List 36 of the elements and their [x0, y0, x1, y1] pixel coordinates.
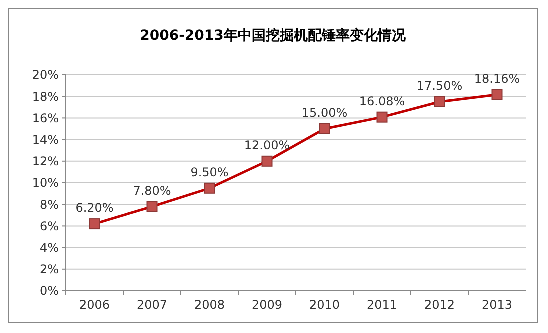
- y-tick-label: 12%: [32, 154, 59, 169]
- x-tick-label: 2012: [424, 298, 456, 312]
- y-tick-label: 4%: [40, 241, 59, 255]
- y-tick-label: 2%: [40, 262, 59, 277]
- y-tick-label: 16%: [32, 111, 59, 126]
- x-tick-label: 2006: [79, 298, 110, 312]
- data-label: 12.00%: [244, 138, 290, 152]
- data-label: 17.50%: [416, 79, 463, 93]
- point: [492, 89, 503, 100]
- chart-title: 2006-2013年中国挖掘机配锤率变化情况: [140, 27, 407, 44]
- point: [89, 218, 100, 230]
- y-tick-label: 10%: [32, 176, 59, 190]
- x-tick-label: 2013: [482, 298, 513, 312]
- x-tick-label: 2011: [366, 298, 398, 312]
- x-tick-label: 2007: [136, 298, 168, 312]
- point: [376, 112, 388, 123]
- y-tick-label: 18%: [32, 90, 59, 104]
- y-tick-label: 14%: [32, 133, 59, 147]
- data-label: 7.80%: [133, 184, 172, 198]
- point: [434, 96, 446, 108]
- point: [262, 156, 273, 167]
- point: [146, 201, 158, 212]
- y-tick-label: 20%: [32, 68, 59, 82]
- data-label: 15.00%: [302, 106, 348, 120]
- data-label: 18.16%: [474, 72, 520, 86]
- x-tick-label: 2009: [252, 298, 283, 312]
- point: [204, 182, 216, 194]
- y-tick-label: 0%: [40, 284, 59, 298]
- x-tick-label: 2010: [309, 298, 340, 312]
- data-label: 9.50%: [190, 165, 229, 180]
- y-tick-label: 6%: [40, 219, 59, 234]
- point: [319, 124, 330, 134]
- y-tick-label: 8%: [40, 198, 59, 212]
- data-label: 6.20%: [76, 201, 114, 216]
- x-tick-label: 2008: [194, 298, 226, 312]
- data-label: 16.08%: [359, 94, 406, 108]
